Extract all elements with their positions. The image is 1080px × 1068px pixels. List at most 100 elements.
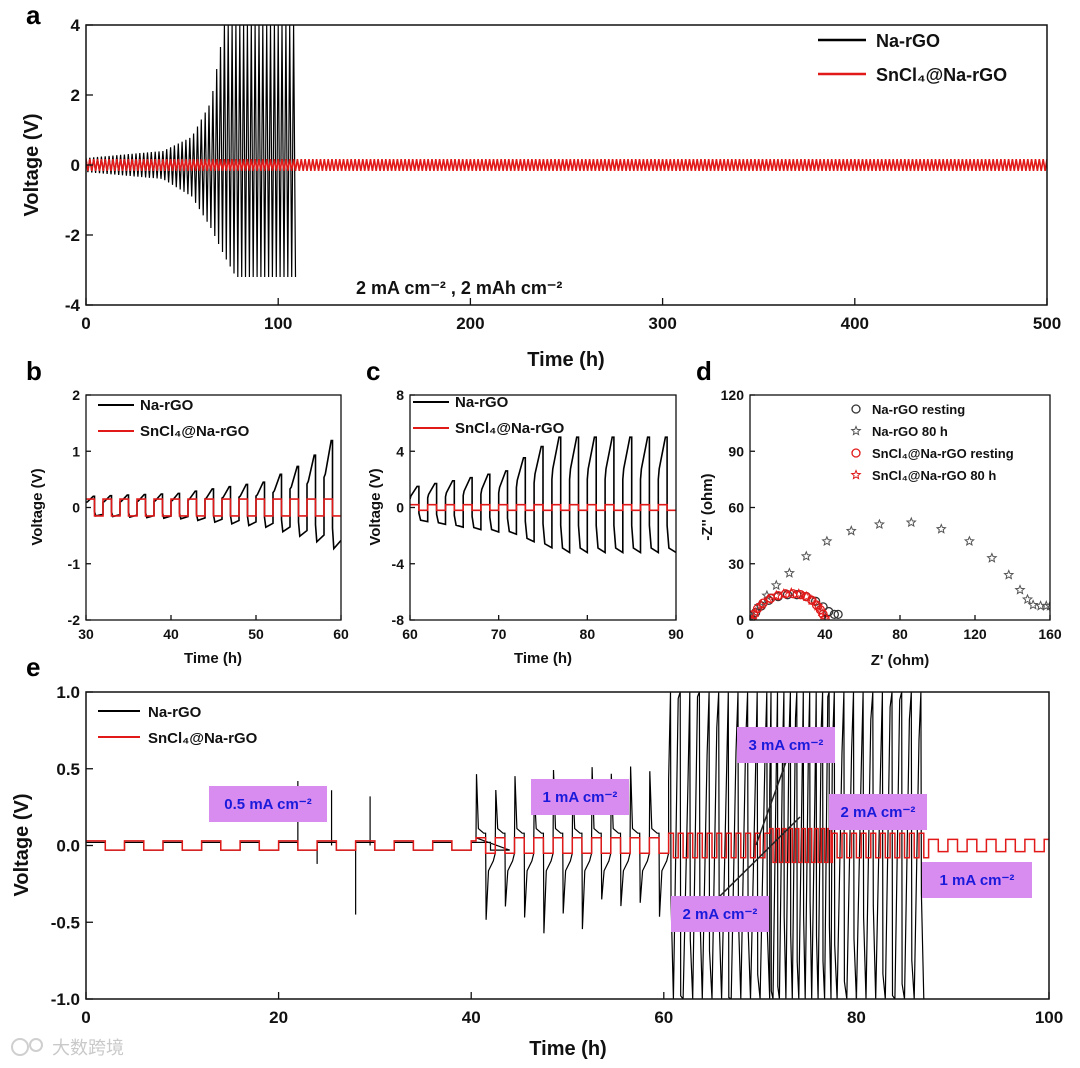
legend-e-label-sncl4: SnCl₄@Na-rGO [148,730,258,747]
panel-b: b 30 40 50 60 -2 -1 0 1 2 Time (h) Voltage (V) N… [26,356,349,667]
annotation-box-1a [531,779,629,815]
legend-d-label-1: Na-rGO 80 h [872,424,948,439]
point-d-0-11 [829,609,840,620]
panel-label-a: a [26,0,41,30]
legend-d-marker-0 [851,404,861,414]
annotation-3: 3 mA cm⁻² [737,727,835,846]
point-d-3-10 [811,600,824,611]
point-d-0-8 [810,596,821,606]
e-xtick-label-0: 0 [81,1008,90,1027]
panel-label-e: e [26,652,40,682]
point-d-1-8 [873,518,885,530]
a-xtick-label-1: 100 [264,314,292,333]
panel-d: d 0 40 80 120 160 0 30 60 90 120 Z' (ohm) -Z'' (o… [696,356,1062,669]
annotation-text-3: 3 mA cm⁻² [749,737,824,754]
e-ytick-label-1: -0.5 [51,913,80,932]
legend-d-marker-1 [850,425,862,436]
annotation-box-0p5 [209,786,327,822]
a-ytick-label-0: -4 [65,296,81,315]
a-xtick-label-4: 400 [841,314,869,333]
watermark-text: 大数跨境 [52,1038,124,1059]
point-d-1-3 [770,579,782,591]
panel-d-xlabel: Z' (ohm) [871,652,930,669]
b-xtick-label-3: 60 [333,626,349,642]
c-xtick-label-2: 80 [580,626,596,642]
annotation-text-2a: 2 mA cm⁻² [683,906,758,923]
annotation-arrow-2a [719,816,801,897]
annotation-2a: 2 mA cm⁻² [671,816,801,932]
series-a-sncl4 [86,158,1047,172]
e-ytick-label-0: -1.0 [51,990,80,1009]
legend-c-label-na-rgo: Na-rGO [455,394,509,411]
panel-b-axes: 30 40 50 60 -2 -1 0 1 2 [68,387,349,642]
e-xtick-label-1: 20 [269,1008,288,1027]
watermark-logo-icon [11,1038,29,1056]
d-ytick-label-4: 120 [721,387,745,403]
panel-d-ylabel: -Z'' (ohm) [699,473,716,540]
d-ytick-label-3: 90 [728,443,744,459]
panel-e: e 0 20 40 60 80 100 -1.0 -0.5 0.0 0.5 1.0 Time (h)… [11,652,1063,1060]
panel-c-axes: 60 70 80 90 -8 -4 0 4 8 [392,387,684,642]
panel-a-ylabel: Voltage (V) [21,114,43,217]
e-xtick-label-4: 80 [847,1008,866,1027]
c-ytick-label-4: 8 [396,387,404,403]
panel-c-plot-area [410,436,676,554]
panel-a-axes: 0 100 200 300 400 500 -4 -2 0 2 4 [65,16,1061,333]
point-d-1-19 [1044,600,1050,611]
b-xtick-label-0: 30 [78,626,94,642]
d-ytick-label-1: 30 [728,556,744,572]
series-a-na-rgo [86,25,297,278]
series-b-sncl4 [86,498,341,517]
a-xtick-label-3: 300 [648,314,676,333]
panel-c-ylabel: Voltage (V) [367,468,384,545]
panel-label-d: d [696,356,712,386]
annotation-text-2b: 2 mA cm⁻² [841,804,916,821]
e-xtick-label-5: 100 [1035,1008,1063,1027]
point-d-3-0 [750,614,758,620]
panel-e-ylabel: Voltage (V) [11,794,33,897]
e-xtick-label-2: 40 [462,1008,481,1027]
b-ytick-label-3: 1 [72,443,80,459]
c-ytick-label-0: -8 [392,612,405,628]
d-ytick-label-2: 60 [728,500,744,516]
panel-a-legend: Na-rGO SnCl₄@Na-rGO [818,31,1007,85]
point-d-3-12 [819,612,831,620]
c-ytick-label-2: 0 [396,500,404,516]
e-ytick-label-3: 0.5 [56,760,80,779]
point-d-1-4 [783,567,795,578]
watermark: 大数跨境 [11,1038,124,1059]
annotation-1a: 1 mA cm⁻² [531,779,629,815]
series-c-na-rgo [410,436,676,554]
point-d-3-6 [785,586,797,598]
c-ytick-label-1: -4 [392,556,405,572]
d-xtick-label-0: 0 [746,626,754,642]
annotation-text-1a: 1 mA cm⁻² [543,789,618,806]
d-xtick-label-1: 40 [817,626,833,642]
d-xtick-label-3: 120 [963,626,987,642]
annotation-arrow-3 [755,761,787,846]
e-ytick-label-2: 0.0 [56,837,80,856]
point-d-1-15 [1021,593,1034,605]
point-d-3-1 [750,606,762,618]
b-xtick-label-2: 50 [248,626,264,642]
e-xtick-label-3: 60 [654,1008,673,1027]
panel-b-xlabel: Time (h) [184,650,242,667]
panel-b-plot-area [86,439,341,551]
legend-d-label-0: Na-rGO resting [872,402,965,417]
panel-b-ylabel: Voltage (V) [29,468,46,545]
c-xtick-label-1: 70 [491,626,507,642]
e-ytick-label-4: 1.0 [56,683,80,702]
point-d-3-9 [806,594,818,606]
series-c-sncl4 [410,503,676,512]
c-xtick-label-0: 60 [402,626,418,642]
a-ytick-label-1: -2 [65,226,80,245]
panel-a-annotation: 2 mA cm⁻² , 2 mAh cm⁻² [356,278,562,298]
point-d-3-3 [763,593,775,605]
legend-b-label-sncl4: SnCl₄@Na-rGO [140,423,250,440]
panel-c-xlabel: Time (h) [514,650,572,667]
legend-c-label-sncl4: SnCl₄@Na-rGO [455,420,565,437]
legend-a-label-na-rgo: Na-rGO [876,31,940,51]
point-d-2-0 [750,615,756,620]
series-e-sncl4 [86,827,1049,864]
annotation-2b: 2 mA cm⁻² [829,794,927,830]
